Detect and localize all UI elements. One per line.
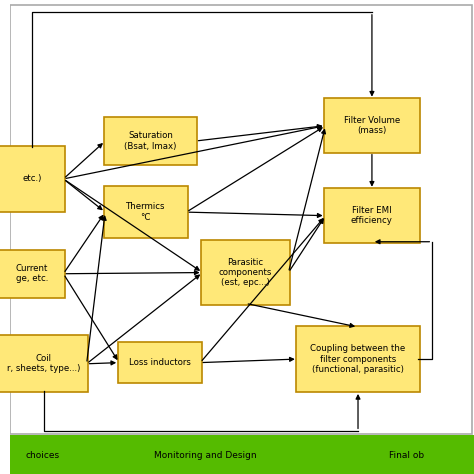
Text: Coil
r, sheets, type...): Coil r, sheets, type...) <box>7 354 81 374</box>
FancyBboxPatch shape <box>10 435 474 474</box>
Text: etc.): etc.) <box>22 174 42 183</box>
Text: Final ob: Final ob <box>389 451 424 459</box>
Text: Coupling between the
filter components
(functional, parasitic): Coupling between the filter components (… <box>310 344 406 374</box>
Text: Filter EMI
efficiency: Filter EMI efficiency <box>351 206 393 225</box>
Text: Current
ge, etc.: Current ge, etc. <box>16 264 48 283</box>
Text: Filter Volume
(mass): Filter Volume (mass) <box>344 116 400 135</box>
Text: Monitoring and Design: Monitoring and Design <box>154 451 256 459</box>
FancyBboxPatch shape <box>296 326 419 392</box>
Text: choices: choices <box>26 451 60 459</box>
Text: Saturation
(Bsat, Imax): Saturation (Bsat, Imax) <box>124 131 177 151</box>
FancyBboxPatch shape <box>104 186 188 238</box>
FancyBboxPatch shape <box>324 98 419 153</box>
FancyBboxPatch shape <box>0 250 65 298</box>
Text: Parasitic
components
(est, epc...): Parasitic components (est, epc...) <box>219 258 272 287</box>
FancyBboxPatch shape <box>201 240 290 305</box>
FancyBboxPatch shape <box>118 342 201 383</box>
FancyBboxPatch shape <box>104 117 197 165</box>
FancyBboxPatch shape <box>10 5 472 434</box>
FancyBboxPatch shape <box>0 335 88 392</box>
FancyBboxPatch shape <box>0 146 65 212</box>
Text: Loss inductors: Loss inductors <box>129 358 191 367</box>
FancyBboxPatch shape <box>324 188 419 243</box>
Text: Thermics
°C: Thermics °C <box>126 202 165 222</box>
